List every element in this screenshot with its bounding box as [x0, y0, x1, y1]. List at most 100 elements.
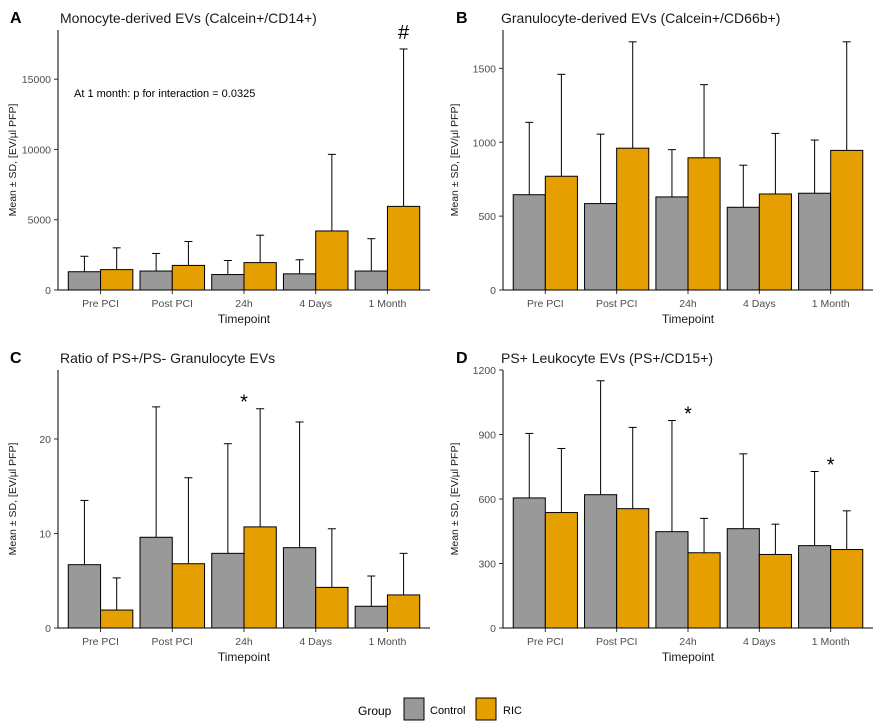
bar-ric-pre-pci	[100, 609, 134, 629]
y-tick-label: 10000	[22, 144, 51, 156]
bar-ric-24h	[243, 526, 277, 629]
x-tick-label: 1 Month	[368, 636, 406, 648]
panel-letter: D	[456, 350, 468, 367]
bar-ric-post-pci	[616, 147, 650, 291]
x-tick-label: 24h	[235, 298, 253, 310]
bar-ric-1-month	[830, 149, 864, 291]
x-tick-label: 24h	[235, 636, 253, 648]
bar-control-post-pci	[139, 270, 173, 291]
bar-ric-pre-pci	[544, 175, 578, 291]
bar-ric-post-pci	[616, 508, 650, 629]
y-tick-label: 0	[45, 285, 51, 297]
x-tick-label: 4 Days	[299, 298, 332, 310]
x-axis-label: Timepoint	[218, 650, 271, 664]
x-tick-label: 1 Month	[812, 636, 850, 648]
x-axis-label: Timepoint	[662, 650, 715, 664]
y-tick-label: 10	[39, 528, 51, 540]
panel-b: B Granulocyte-derived EVs (Calcein+/CD66b…	[449, 10, 873, 326]
y-tick-label: 0	[490, 285, 496, 297]
y-axis-label: Mean ± SD, [EV/µl PFP]	[7, 104, 19, 217]
bar-ric-pre-pci	[100, 269, 134, 291]
x-axis-label: Timepoint	[662, 312, 715, 326]
y-tick-label: 1500	[473, 63, 497, 75]
panel-title: Monocyte-derived EVs (Calcein+/CD14+)	[60, 10, 317, 26]
bar-control-4-days	[726, 206, 760, 291]
y-tick-label: 0	[45, 623, 51, 635]
y-tick-label: 15000	[22, 74, 51, 86]
bar-control-1-month	[354, 270, 388, 291]
bar-ric-24h	[243, 262, 277, 291]
bar-ric-4-days	[315, 230, 349, 291]
legend-swatch-control	[403, 697, 425, 721]
x-tick-label: 24h	[679, 636, 697, 648]
bar-ric-4-days	[758, 193, 792, 291]
bar-ric-1-month	[830, 549, 864, 629]
x-tick-label: Post PCI	[152, 636, 193, 648]
y-tick-label: 20	[39, 434, 51, 446]
bar-control-24h	[655, 196, 689, 291]
x-tick-label: Pre PCI	[82, 636, 119, 648]
panel-letter: C	[10, 350, 22, 367]
y-axis-label: Mean ± SD, [EV/µl PFP]	[449, 104, 461, 217]
bar-control-24h	[211, 274, 245, 291]
panel-c: C Ratio of PS+/PS- Granulocyte EVs Pre PCI…	[7, 350, 430, 664]
bar-control-24h	[655, 531, 689, 629]
bar-control-1-month	[354, 605, 388, 629]
x-tick-label: 1 Month	[812, 298, 850, 310]
legend-label: Control	[430, 705, 465, 717]
bar-ric-pre-pci	[544, 512, 578, 629]
significance-marker: *	[684, 404, 692, 426]
x-tick-label: Post PCI	[152, 298, 193, 310]
legend: Group Control RIC	[358, 697, 522, 721]
x-tick-label: Pre PCI	[527, 298, 564, 310]
panel-d: D PS+ Leukocyte EVs (PS+/CD15+) Pre PCI Pos…	[449, 350, 873, 664]
x-tick-label: Pre PCI	[527, 636, 564, 648]
x-tick-label: 4 Days	[743, 298, 776, 310]
bar-ric-1-month	[386, 594, 421, 629]
panel-title: Ratio of PS+/PS- Granulocyte EVs	[60, 350, 275, 366]
bar-control-pre-pci	[67, 564, 102, 629]
bar-control-post-pci	[139, 536, 173, 629]
bar-ric-24h	[687, 157, 721, 291]
panel-letter: A	[10, 10, 22, 27]
y-tick-label: 600	[478, 494, 496, 506]
y-tick-label: 300	[478, 559, 496, 571]
y-tick-label: 5000	[28, 215, 52, 227]
y-tick-label: 500	[478, 211, 496, 223]
x-axis-label: Timepoint	[218, 312, 271, 326]
panel-title: Granulocyte-derived EVs (Calcein+/CD66b+…	[501, 10, 780, 26]
x-tick-label: 1 Month	[368, 298, 406, 310]
y-tick-label: 0	[490, 623, 496, 635]
interaction-note: At 1 month: p for interaction = 0.0325	[74, 88, 255, 100]
x-tick-label: Pre PCI	[82, 298, 119, 310]
bar-control-24h	[211, 552, 245, 629]
bar-control-4-days	[282, 273, 317, 291]
bar-control-pre-pci	[512, 497, 546, 629]
bar-control-pre-pci	[67, 271, 102, 291]
panel-title: PS+ Leukocyte EVs (PS+/CD15+)	[501, 350, 713, 366]
bar-ric-post-pci	[171, 264, 206, 291]
bar-ric-4-days	[758, 553, 792, 629]
x-tick-label: 24h	[679, 298, 697, 310]
bar-ric-post-pci	[171, 563, 206, 629]
bar-ric-1-month	[386, 205, 421, 291]
x-tick-label: 4 Days	[299, 636, 332, 648]
bar-control-1-month	[798, 545, 832, 629]
bar-control-4-days	[282, 547, 317, 629]
bar-ric-4-days	[315, 586, 349, 629]
y-tick-label: 1000	[473, 137, 497, 149]
x-tick-label: 4 Days	[743, 636, 776, 648]
x-tick-label: Post PCI	[596, 298, 637, 310]
y-axis-label: Mean ± SD, [EV/µl PFP]	[449, 443, 461, 556]
bar-ric-24h	[687, 552, 721, 629]
y-tick-label: 1200	[473, 365, 497, 377]
x-tick-label: Post PCI	[596, 636, 637, 648]
y-tick-label: 900	[478, 430, 496, 442]
legend-swatch-ric	[475, 697, 497, 721]
panel-letter: B	[456, 10, 468, 27]
bar-control-post-pci	[584, 203, 618, 291]
significance-marker: *	[827, 454, 835, 476]
legend-label: RIC	[503, 705, 522, 717]
bar-control-post-pci	[584, 494, 618, 629]
